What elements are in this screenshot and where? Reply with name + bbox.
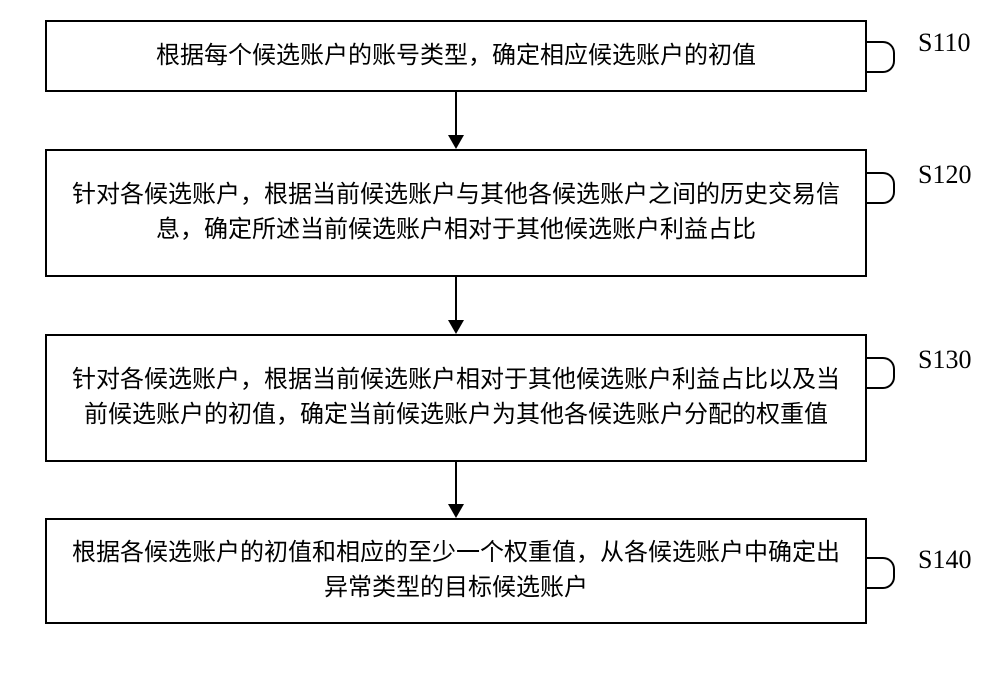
arrow-head (448, 135, 464, 149)
arrow-line (455, 92, 457, 135)
step-box-s130: 针对各候选账户，根据当前候选账户相对于其他候选账户利益占比以及当前候选账户的初值… (45, 334, 867, 462)
step-label-s140: S140 (918, 545, 971, 575)
step-text: 根据每个候选账户的账号类型，确定相应候选账户的初值 (156, 39, 756, 74)
step-label-s110: S110 (918, 28, 971, 58)
step-hook-s120 (867, 172, 895, 204)
step-label-s130: S130 (918, 345, 971, 375)
step-label-s120: S120 (918, 160, 971, 190)
arrow-line (455, 462, 457, 504)
arrow-head (448, 320, 464, 334)
step-hook-s110 (867, 41, 895, 73)
step-box-s120: 针对各候选账户，根据当前候选账户与其他各候选账户之间的历史交易信息，确定所述当前… (45, 149, 867, 277)
step-text: 针对各候选账户，根据当前候选账户与其他各候选账户之间的历史交易信息，确定所述当前… (67, 178, 845, 248)
step-hook-s130 (867, 357, 895, 389)
step-text: 根据各候选账户的初值和相应的至少一个权重值，从各候选账户中确定出异常类型的目标候… (67, 536, 845, 606)
step-hook-s140 (867, 557, 895, 589)
step-box-s110: 根据每个候选账户的账号类型，确定相应候选账户的初值 (45, 20, 867, 92)
arrow-line (455, 277, 457, 320)
flowchart-canvas: 根据每个候选账户的账号类型，确定相应候选账户的初值 S110 针对各候选账户，根据当… (0, 0, 1000, 675)
step-text: 针对各候选账户，根据当前候选账户相对于其他候选账户利益占比以及当前候选账户的初值… (67, 363, 845, 433)
step-box-s140: 根据各候选账户的初值和相应的至少一个权重值，从各候选账户中确定出异常类型的目标候… (45, 518, 867, 624)
arrow-head (448, 504, 464, 518)
